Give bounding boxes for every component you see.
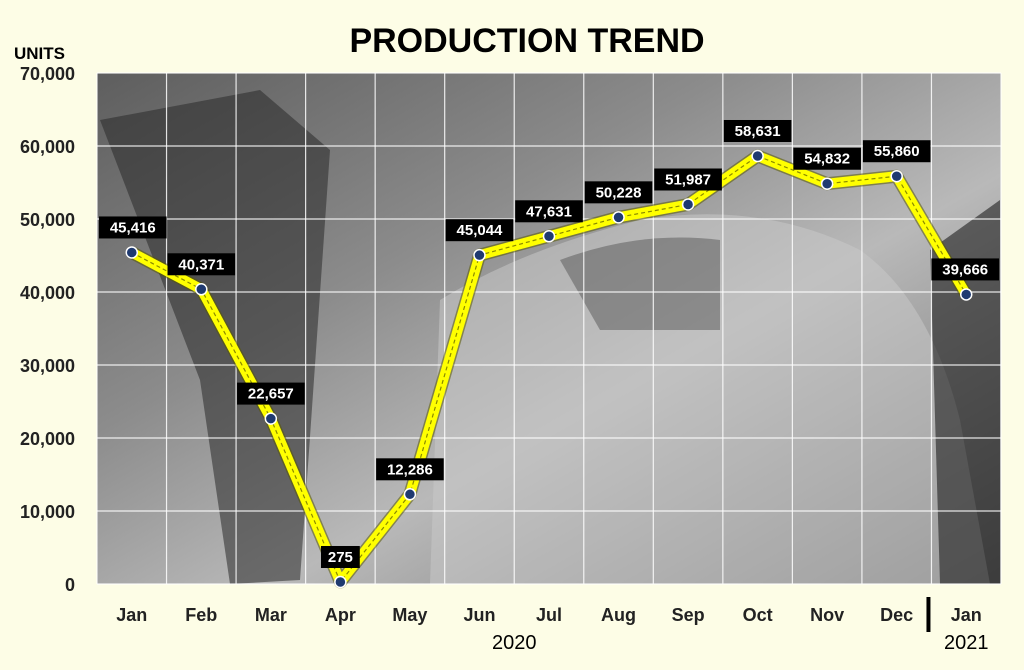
data-label-box bbox=[237, 382, 305, 405]
data-label-box bbox=[654, 168, 722, 191]
data-label-box bbox=[376, 458, 444, 481]
year-label: 2020 bbox=[492, 632, 537, 654]
data-label: 39,666 bbox=[942, 261, 988, 278]
x-tick-label: Jan bbox=[951, 605, 982, 625]
y-tick-label: 20,000 bbox=[20, 429, 75, 449]
data-label-box bbox=[320, 545, 360, 568]
y-axis-title: UNITS bbox=[14, 44, 65, 63]
y-tick-label: 60,000 bbox=[20, 137, 75, 157]
y-tick-label: 40,000 bbox=[20, 283, 75, 303]
data-label: 50,228 bbox=[596, 184, 642, 201]
year-label: 2021 bbox=[944, 632, 989, 654]
data-point bbox=[403, 488, 417, 501]
data-label: 22,657 bbox=[248, 386, 294, 403]
data-label: 45,044 bbox=[457, 222, 504, 239]
data-label-box bbox=[167, 253, 236, 276]
data-labels: 45,416 40,371 22,657 275 12,286 45,044 47,631 5… bbox=[99, 119, 999, 568]
data-label-box bbox=[445, 219, 514, 242]
data-point bbox=[890, 169, 903, 183]
x-tick-label: Dec bbox=[880, 605, 913, 625]
y-tick-label: 50,000 bbox=[20, 210, 75, 230]
data-point bbox=[612, 211, 625, 224]
x-axis-tick-labels: Jan Feb Mar Apr May Jun Jul Aug Sep Oct Nov Dec Jan bbox=[116, 605, 981, 625]
y-axis-tick-labels: 0 10,000 20,000 30,000 40,000 50,000 60,000 70,… bbox=[20, 64, 75, 595]
x-tick-label: Apr bbox=[325, 605, 356, 625]
x-tick-label: Oct bbox=[743, 605, 773, 625]
x-tick-label: Jul bbox=[536, 605, 562, 625]
y-tick-label: 70,000 bbox=[20, 64, 75, 84]
x-axis-year-labels: 2020 2021 bbox=[492, 597, 989, 654]
data-label: 275 bbox=[328, 549, 353, 566]
data-point bbox=[195, 283, 208, 296]
data-label-box bbox=[99, 216, 167, 239]
data-label: 47,631 bbox=[526, 203, 572, 220]
data-point bbox=[542, 230, 556, 243]
data-point bbox=[473, 248, 486, 262]
x-tick-label: Sep bbox=[672, 605, 705, 625]
data-point bbox=[334, 575, 347, 589]
chart-title: PRODUCTION TREND bbox=[349, 22, 704, 60]
data-label: 55,860 bbox=[874, 143, 920, 160]
data-point bbox=[820, 177, 834, 190]
x-tick-label: Mar bbox=[255, 605, 287, 625]
data-markers bbox=[125, 149, 973, 589]
x-tick-label: Feb bbox=[185, 605, 217, 625]
data-label: 45,416 bbox=[110, 219, 156, 236]
data-label: 40,371 bbox=[178, 256, 224, 273]
data-label-box bbox=[584, 181, 653, 204]
data-point bbox=[959, 288, 973, 301]
y-tick-label: 30,000 bbox=[20, 356, 75, 376]
data-point bbox=[751, 149, 764, 163]
data-label: 51,987 bbox=[665, 171, 711, 188]
data-point bbox=[681, 198, 695, 211]
data-point bbox=[264, 412, 278, 425]
data-label: 54,832 bbox=[804, 151, 850, 168]
x-tick-label: Jan bbox=[116, 605, 147, 625]
data-label: 58,631 bbox=[735, 123, 781, 140]
data-label-box bbox=[793, 147, 861, 170]
x-tick-label: Aug bbox=[601, 605, 636, 625]
y-tick-label: 0 bbox=[65, 575, 75, 595]
x-tick-label: May bbox=[392, 605, 427, 625]
data-label-box bbox=[515, 200, 583, 223]
x-tick-label: Nov bbox=[810, 605, 844, 625]
data-label-box bbox=[862, 140, 931, 163]
data-label-box bbox=[723, 119, 792, 142]
data-label-box bbox=[931, 258, 999, 281]
x-tick-label: Jun bbox=[463, 605, 495, 625]
y-tick-label: 10,000 bbox=[20, 502, 75, 522]
data-label: 12,286 bbox=[387, 461, 433, 478]
data-point bbox=[125, 246, 139, 259]
